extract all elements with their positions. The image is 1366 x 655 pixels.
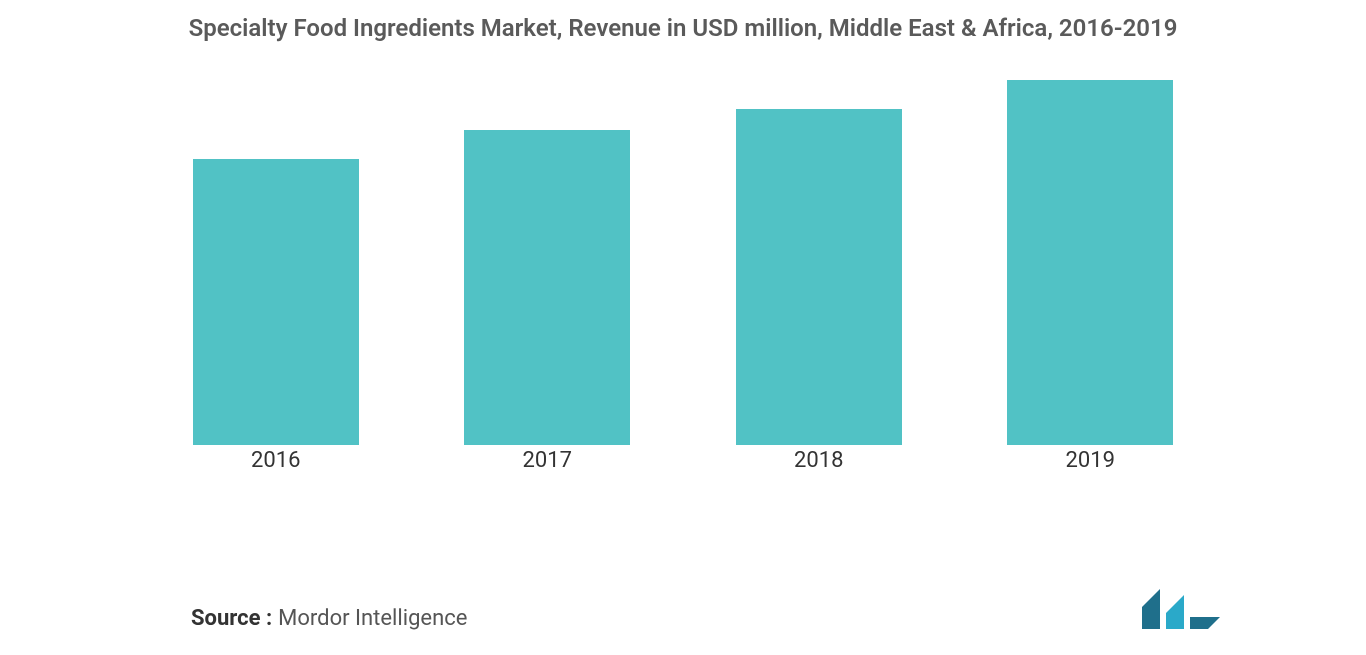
bar-slot: [955, 80, 1227, 445]
bar-2019: [1007, 80, 1173, 445]
x-label: 2017: [412, 448, 684, 473]
bar-slot: [140, 80, 412, 445]
bar-slot: [412, 80, 684, 445]
bar-slot: [683, 80, 955, 445]
x-label: 2018: [683, 448, 955, 473]
bar-2018: [736, 109, 902, 445]
x-label: 2019: [955, 448, 1227, 473]
mordor-logo-icon: [1142, 589, 1220, 633]
source-label: Source :: [191, 606, 272, 631]
x-label: 2016: [140, 448, 412, 473]
chart-plot-area: [140, 80, 1226, 445]
x-axis-labels: 2016 2017 2018 2019: [140, 448, 1226, 473]
source-value: Mordor Intelligence: [278, 606, 467, 631]
source-line: Source : Mordor Intelligence: [191, 606, 467, 631]
bar-2016: [193, 159, 359, 445]
chart-title: Specialty Food Ingredients Market, Reven…: [0, 14, 1366, 42]
bar-2017: [464, 130, 630, 445]
